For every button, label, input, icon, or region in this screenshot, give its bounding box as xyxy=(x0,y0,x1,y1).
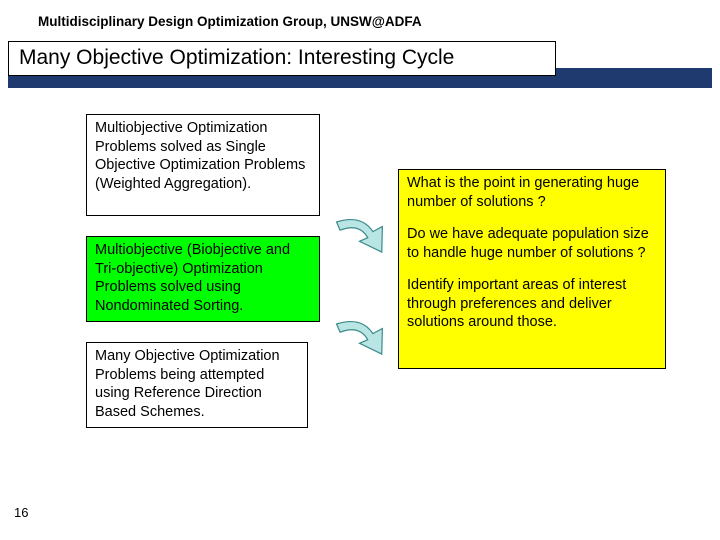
left-box-2: Multiobjective (Biobjective and Tri-obje… xyxy=(86,236,320,322)
cycle-arrow-1 xyxy=(320,195,401,274)
right-box: What is the point in generating huge num… xyxy=(398,169,666,369)
right-box-para-2: Do we have adequate population size to h… xyxy=(407,225,657,262)
slide-title: Many Objective Optimization: Interesting… xyxy=(8,41,556,76)
left-box-3: Many Objective Optimization Problems bei… xyxy=(86,342,308,428)
title-row: Many Objective Optimization: Interesting… xyxy=(0,41,720,76)
cycle-arrow-2 xyxy=(320,297,401,376)
page-number: 16 xyxy=(14,505,28,520)
right-box-para-1: What is the point in generating huge num… xyxy=(407,174,657,211)
left-box-1: Multiobjective Optimization Problems sol… xyxy=(86,114,320,216)
right-box-para-3: Identify important areas of interest thr… xyxy=(407,276,657,332)
org-header: Multidisciplinary Design Optimization Gr… xyxy=(0,0,720,29)
